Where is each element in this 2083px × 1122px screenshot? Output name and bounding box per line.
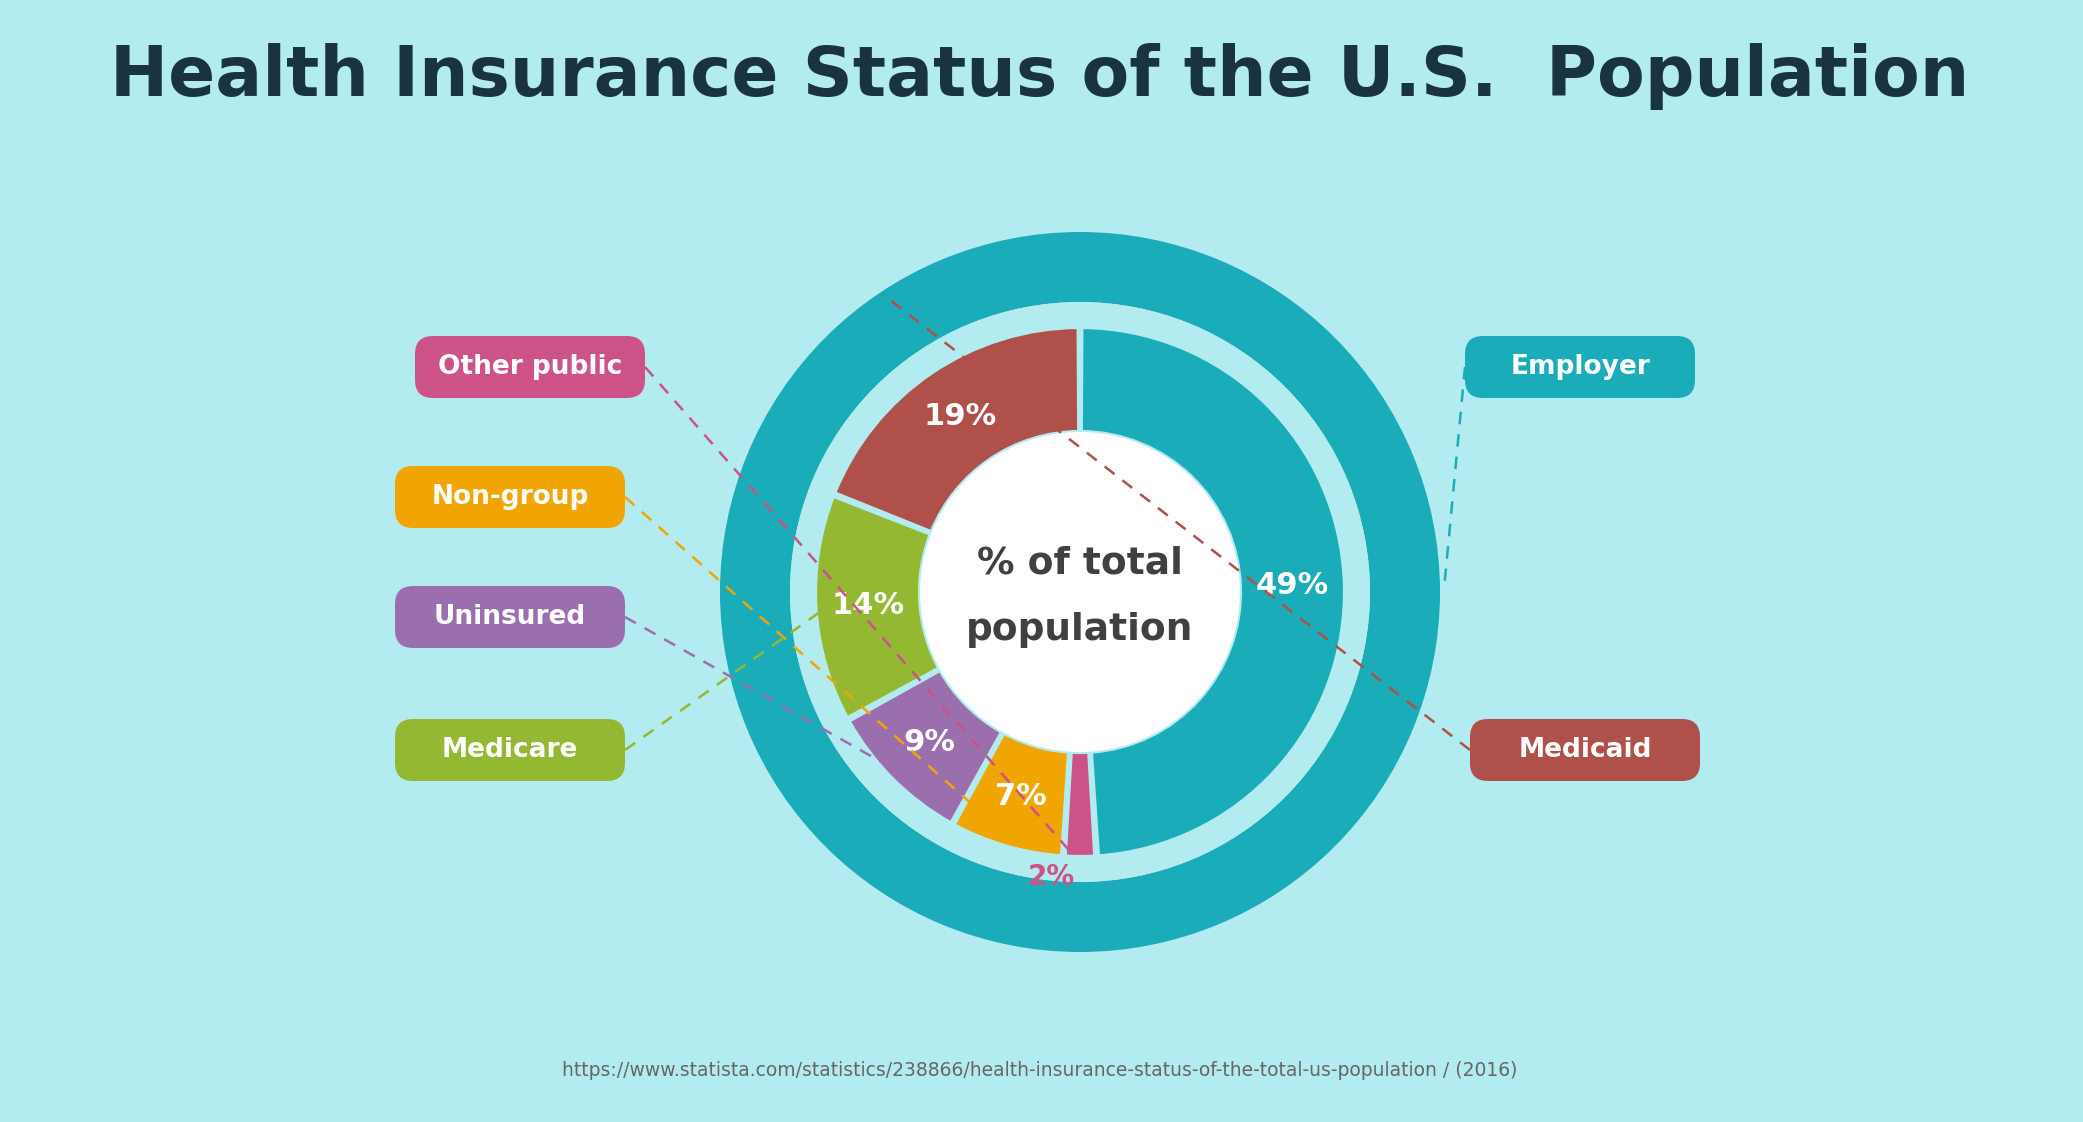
- Text: 7%: 7%: [996, 782, 1046, 810]
- Text: Uninsured: Uninsured: [433, 604, 585, 629]
- FancyBboxPatch shape: [415, 335, 646, 398]
- FancyBboxPatch shape: [396, 586, 625, 649]
- Text: 14%: 14%: [831, 591, 904, 619]
- Text: 19%: 19%: [925, 402, 998, 431]
- Wedge shape: [848, 670, 1002, 824]
- FancyBboxPatch shape: [396, 719, 625, 781]
- Wedge shape: [814, 496, 939, 718]
- Text: 2%: 2%: [1027, 863, 1075, 891]
- Circle shape: [921, 432, 1239, 752]
- Text: population: population: [967, 611, 1194, 649]
- Wedge shape: [833, 327, 1079, 532]
- Text: Medicaid: Medicaid: [1519, 737, 1652, 763]
- Text: Employer: Employer: [1510, 355, 1650, 380]
- Text: Non-group: Non-group: [431, 484, 589, 511]
- Wedge shape: [954, 733, 1069, 856]
- Text: https://www.statista.com/statistics/238866/health-insurance-status-of-the-total-: https://www.statista.com/statistics/2388…: [562, 1060, 1519, 1079]
- Text: Other public: Other public: [437, 355, 623, 380]
- FancyBboxPatch shape: [1464, 335, 1696, 398]
- Text: Medicare: Medicare: [442, 737, 579, 763]
- Wedge shape: [1064, 752, 1096, 857]
- FancyBboxPatch shape: [396, 466, 625, 528]
- Text: % of total: % of total: [977, 546, 1183, 582]
- Text: 9%: 9%: [904, 728, 956, 756]
- Text: Health Insurance Status of the U.S.  Population: Health Insurance Status of the U.S. Popu…: [110, 44, 1971, 110]
- Wedge shape: [721, 232, 1439, 951]
- Wedge shape: [1081, 327, 1346, 856]
- Text: 49%: 49%: [1256, 571, 1329, 600]
- FancyBboxPatch shape: [1471, 719, 1700, 781]
- Wedge shape: [789, 302, 1371, 882]
